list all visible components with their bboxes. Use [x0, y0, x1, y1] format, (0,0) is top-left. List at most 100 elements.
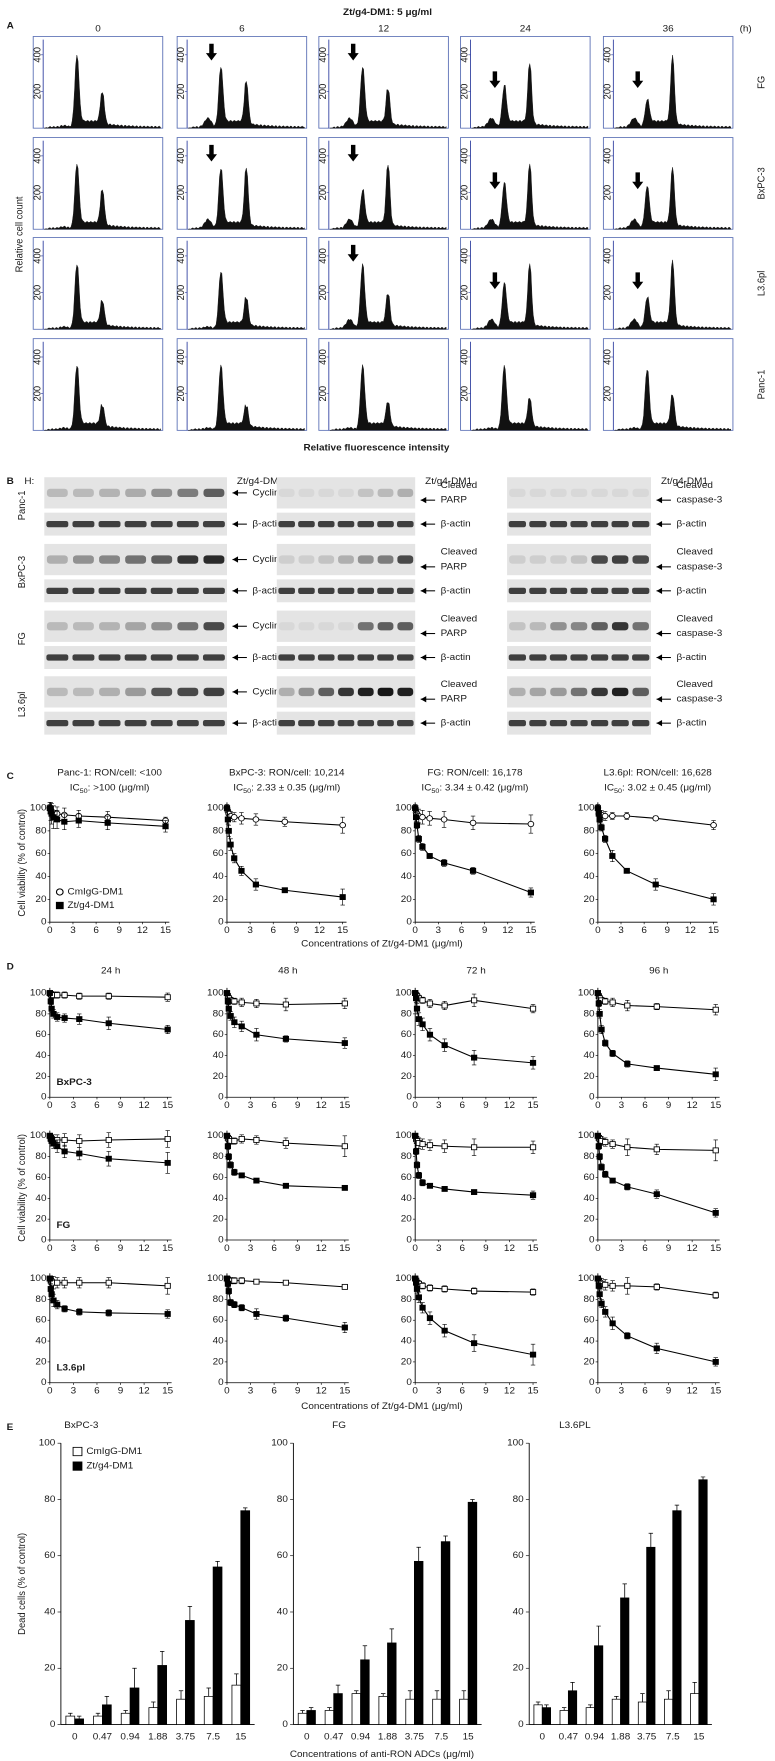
- y-tick-label: 40: [583, 871, 594, 882]
- band: [570, 622, 588, 631]
- band: [357, 555, 374, 564]
- y-tick-label: 400: [318, 248, 329, 264]
- x-tick-label: 15: [339, 1243, 350, 1254]
- marker: [54, 1014, 61, 1020]
- protein-label: Cleaved: [676, 614, 712, 625]
- loading-band: [124, 720, 147, 727]
- error-bar: [234, 1673, 239, 1686]
- ic-subscript: 50: [80, 788, 88, 795]
- marker: [164, 1311, 171, 1317]
- chart-subtitle: IC50: 3.34 ± 0.42 (μg/ml): [421, 782, 528, 794]
- x-tick-label: 6: [94, 1243, 100, 1254]
- label-arrow-head: [656, 587, 663, 594]
- x-tick-label: 15: [235, 1732, 246, 1743]
- x-tick-label: 1.88: [378, 1732, 397, 1743]
- label-arrow-head: [232, 654, 239, 661]
- x-tick-label: 15: [339, 1386, 350, 1397]
- y-tick-label: 60: [35, 1172, 46, 1183]
- y-tick-label: 60: [583, 1029, 594, 1040]
- marker: [238, 867, 245, 874]
- marker: [54, 992, 61, 999]
- column-label: 6: [239, 24, 245, 35]
- band: [632, 622, 649, 631]
- ic-value: : >100 (μg/ml): [88, 782, 150, 793]
- band: [177, 687, 199, 697]
- x-tick-label: 0: [595, 925, 601, 936]
- y-tick-label: 80: [401, 826, 412, 837]
- y-tick-label: 100: [30, 1273, 47, 1284]
- loading-band: [396, 654, 414, 661]
- error-bar: [300, 1710, 305, 1714]
- y-tick-label: 80: [583, 826, 594, 837]
- error-bar: [461, 1690, 467, 1700]
- band: [72, 622, 94, 631]
- marker: [609, 812, 616, 820]
- blot-background: [44, 477, 227, 509]
- bar: [533, 1704, 543, 1725]
- band: [377, 555, 394, 564]
- y-tick-label: 40: [583, 1050, 594, 1061]
- y-tick-label: 20: [583, 1214, 594, 1225]
- marker: [712, 1209, 719, 1216]
- band: [338, 555, 354, 564]
- loading-band: [46, 521, 69, 528]
- arrow: [347, 43, 359, 61]
- marker: [609, 1050, 616, 1057]
- protein-label: caspase-3: [676, 628, 722, 639]
- bar: [440, 1541, 451, 1725]
- band: [550, 488, 567, 498]
- band: [318, 687, 335, 697]
- marker: [341, 1143, 348, 1150]
- y-tick-label: 60: [513, 1550, 524, 1561]
- y-tick-label: 100: [578, 1273, 595, 1284]
- y-tick-label: 200: [32, 386, 43, 402]
- marker: [282, 1035, 289, 1042]
- marker: [653, 1003, 660, 1010]
- marker: [441, 1143, 448, 1150]
- marker: [231, 1138, 238, 1144]
- y-tick-label: 80: [513, 1494, 524, 1505]
- loading-band: [202, 654, 225, 661]
- x-tick-label: 3: [619, 1100, 625, 1111]
- histogram-frame: [460, 237, 591, 330]
- bar: [611, 1698, 621, 1725]
- x-tick-label: 12: [504, 1243, 515, 1254]
- band: [177, 488, 199, 498]
- x-tick-label: 3.75: [637, 1732, 656, 1743]
- loading-band: [98, 720, 121, 727]
- x-tick-label: 0: [595, 1243, 601, 1254]
- marker: [712, 1147, 719, 1154]
- histogram-frame: [318, 237, 449, 330]
- y-tick-label: 0: [50, 1719, 56, 1730]
- y-tick-label: 400: [176, 349, 187, 365]
- label-arrow-head: [656, 720, 663, 727]
- y-tick-label: 100: [507, 1438, 524, 1449]
- bar: [120, 1712, 131, 1725]
- histogram-frame: [176, 237, 308, 330]
- row-label: FG: [56, 1220, 70, 1231]
- marker: [440, 816, 448, 823]
- bar: [148, 1707, 159, 1725]
- band: [632, 555, 649, 564]
- marker: [341, 1040, 348, 1046]
- loading-band: [176, 720, 199, 727]
- marker: [595, 1000, 602, 1007]
- marker: [413, 1148, 420, 1155]
- marker: [426, 1000, 434, 1007]
- loading-band: [72, 720, 95, 727]
- x-tick-label: 0.47: [93, 1732, 112, 1743]
- loading-band: [298, 587, 315, 594]
- band: [611, 622, 629, 631]
- x-tick-label: 6: [642, 1100, 648, 1111]
- y-tick-label: 0: [406, 1092, 412, 1103]
- histogram-frame: [318, 338, 449, 431]
- bar: [324, 1710, 335, 1725]
- error-bar: [243, 1507, 248, 1511]
- band: [125, 555, 147, 564]
- marker: [712, 1006, 719, 1013]
- x-tick-label: 9: [666, 1100, 672, 1111]
- bar: [620, 1597, 630, 1725]
- band: [278, 488, 295, 498]
- marker: [712, 1358, 719, 1365]
